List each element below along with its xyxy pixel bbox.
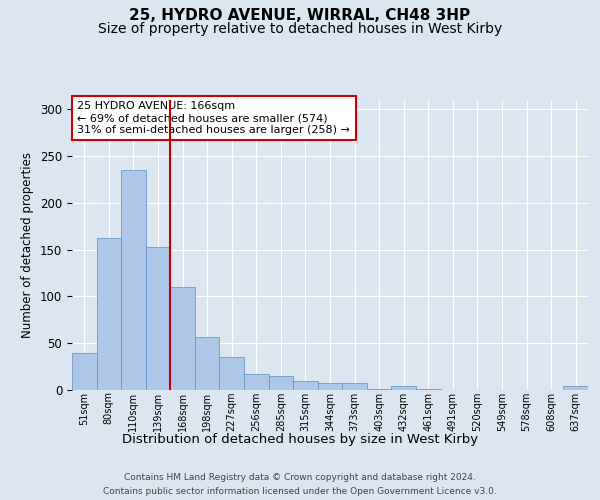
Bar (563, 386, 588, 390)
Bar (293, 380, 318, 390)
Y-axis label: Number of detached properties: Number of detached properties (22, 152, 34, 338)
Text: 25, HYDRO AVENUE, WIRRAL, CH48 3HP: 25, HYDRO AVENUE, WIRRAL, CH48 3HP (130, 8, 470, 22)
Bar (97, 238, 121, 390)
Bar (416, 389, 440, 390)
Bar (269, 376, 293, 390)
Bar (342, 384, 367, 390)
Text: Contains HM Land Registry data © Crown copyright and database right 2024.: Contains HM Land Registry data © Crown c… (124, 472, 476, 482)
Bar (146, 247, 170, 390)
Text: Distribution of detached houses by size in West Kirby: Distribution of detached houses by size … (122, 432, 478, 446)
Bar (72, 352, 97, 390)
Bar (391, 386, 416, 390)
Bar (121, 170, 146, 390)
Text: Size of property relative to detached houses in West Kirby: Size of property relative to detached ho… (98, 22, 502, 36)
Bar (318, 382, 342, 390)
Bar (220, 358, 244, 390)
Bar (195, 336, 220, 390)
Text: Contains public sector information licensed under the Open Government Licence v3: Contains public sector information licen… (103, 488, 497, 496)
Bar (244, 374, 269, 390)
Bar (367, 389, 391, 390)
Bar (170, 287, 195, 390)
Text: 25 HYDRO AVENUE: 166sqm
← 69% of detached houses are smaller (574)
31% of semi-d: 25 HYDRO AVENUE: 166sqm ← 69% of detache… (77, 102, 350, 134)
